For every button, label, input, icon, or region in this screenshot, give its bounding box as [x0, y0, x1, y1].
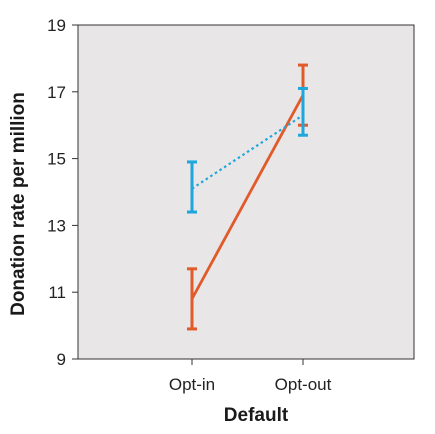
series-layer: [187, 63, 308, 331]
plot-area: [77, 24, 415, 360]
x-tick-label: Opt-in: [169, 375, 215, 394]
error-bar: [187, 267, 197, 331]
y-tick-label: 17: [47, 83, 66, 102]
y-tick-label: 11: [48, 283, 66, 302]
error-bar: [187, 160, 197, 214]
y-tick-label: 19: [47, 16, 66, 35]
series-1-line: [190, 94, 305, 300]
y-axis-ticks: 9 11 13 15 17 19: [47, 16, 78, 369]
y-tick-label: 13: [47, 216, 66, 235]
x-axis-ticks: Opt-in Opt-out: [169, 359, 332, 394]
series-2-line: [191, 114, 304, 190]
y-tick-label: 9: [57, 350, 66, 369]
error-bar: [298, 86, 308, 137]
y-axis-title: Donation rate per million: [8, 92, 29, 316]
series-2: [187, 86, 308, 214]
x-tick-label: Opt-out: [275, 375, 332, 394]
x-axis-title: Default: [224, 405, 289, 426]
y-tick-label: 15: [47, 150, 66, 169]
